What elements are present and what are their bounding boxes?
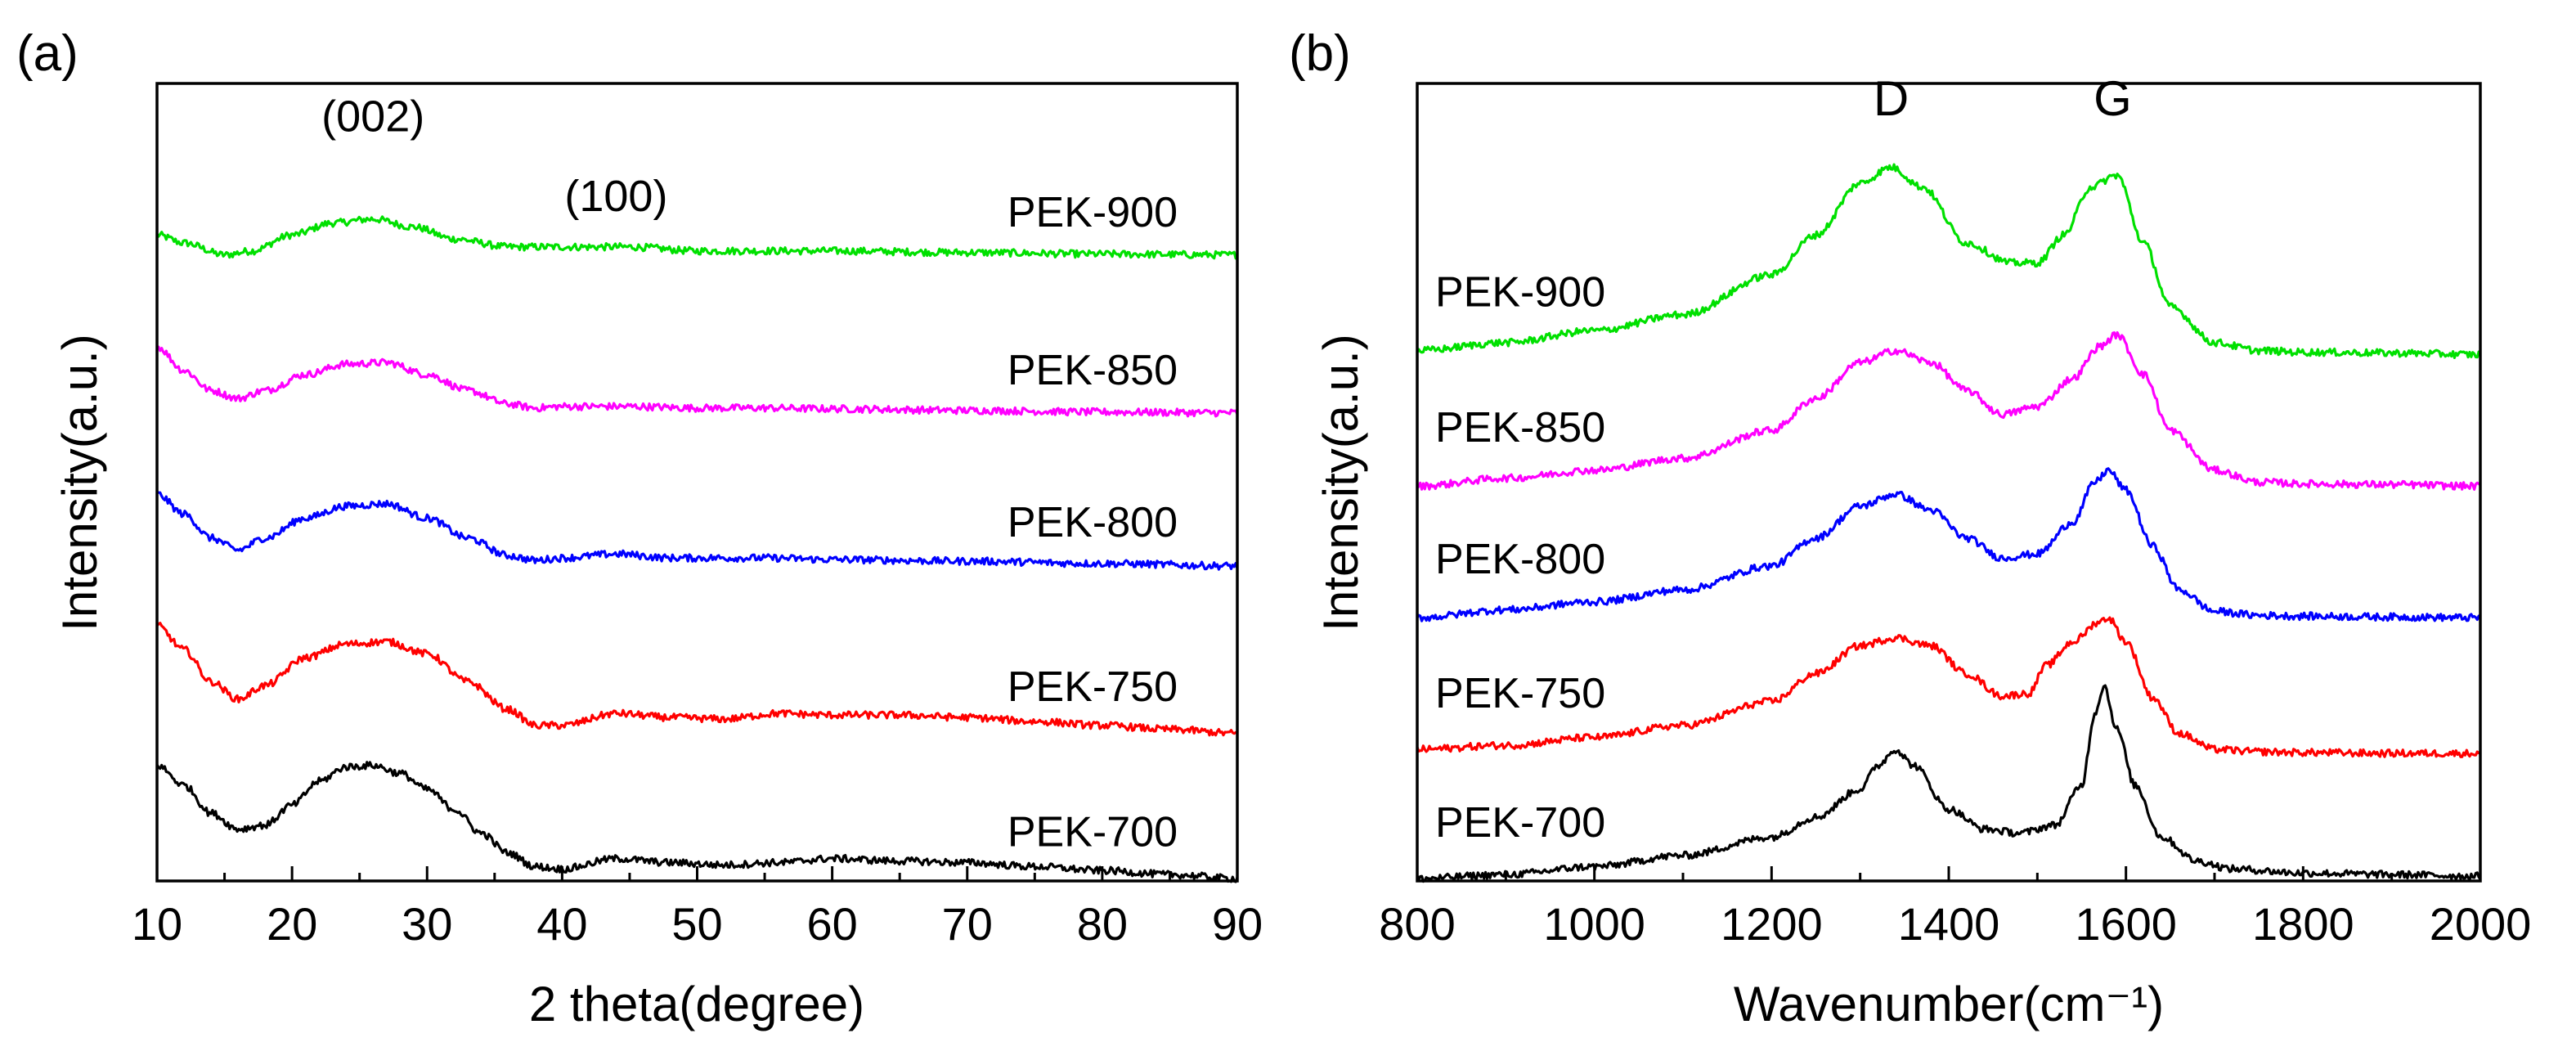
panel-b-annotation-1: G — [2094, 71, 2132, 126]
panel-a-series-labels: PEK-900 PEK-850 PEK-800 PEK-750 PEK-700 — [1008, 189, 1178, 856]
panel-a-x-ticks — [155, 866, 1239, 881]
panel-a-series-label-pek-700: PEK-700 — [1008, 808, 1178, 856]
panel-b-series-label-pek-900: PEK-900 — [1435, 268, 1605, 316]
panel-a-series-label-pek-750: PEK-750 — [1008, 663, 1178, 711]
panel-a-x-tick-label: 80 — [1077, 898, 1128, 950]
panel-a-x-tick-label: 20 — [267, 898, 317, 950]
panel-a-x-tick-label: 40 — [536, 898, 587, 950]
panel-a-series-label-pek-800: PEK-800 — [1008, 499, 1178, 546]
panel-a-x-tick-labels: 10 20 30 40 50 60 70 80 90 — [132, 898, 1263, 950]
panel-a-series-line-pek-700 — [155, 761, 1239, 883]
panel-b-x-tick-label: 1200 — [1721, 898, 1823, 950]
panel-b-x-tick-label: 1400 — [1898, 898, 2000, 950]
panel-b-raman: (b) PEK-900PEK-850PEK-800PEK-750PEK-700 … — [1289, 25, 2531, 1031]
panel-a-series-label-pek-900: PEK-900 — [1008, 189, 1178, 236]
panel-a-annotation-0: (002) — [321, 92, 424, 142]
panel-a-xrd: (a) PEK-900 PEK-850 PEK-800 PEK-750 PEK-700 … — [16, 25, 1263, 1031]
panel-b-x-tick-label: 2000 — [2430, 898, 2532, 950]
panel-b-series-labels: PEK-900 PEK-850 PEK-800 PEK-750 PEK-700 — [1435, 268, 1605, 847]
panel-b-annotation-0: D — [1874, 71, 1909, 126]
panel-a-series-line-pek-750 — [155, 622, 1238, 737]
panel-b-series-label-pek-750: PEK-750 — [1435, 670, 1605, 717]
panel-b-x-tick-labels: 800 1000 1200 1400 1600 1800 2000 — [1379, 898, 2531, 950]
panel-a-series-lines — [155, 215, 1239, 883]
panel-a-plot-area: PEK-900 PEK-850 PEK-800 PEK-750 PEK-700 (002… — [132, 82, 1263, 950]
panel-a-x-tick-label: 60 — [806, 898, 857, 950]
panel-b-x-tick-label: 1800 — [2252, 898, 2354, 950]
panel-a-x-tick-label: 90 — [1212, 898, 1263, 950]
panel-a-y-axis-label: Intensity(a.u.) — [52, 334, 107, 631]
panel-a-series-line-pek-800 — [156, 491, 1239, 571]
panel-b-x-tick-label: 800 — [1379, 898, 1455, 950]
panel-a-x-tick-label: 30 — [402, 898, 452, 950]
panel-b-series-line-pek-850 — [1416, 330, 2481, 491]
panel-a-x-tick-label: 10 — [132, 898, 182, 950]
panel-b-series-label-pek-700: PEK-700 — [1435, 799, 1605, 847]
panel-b-series-label-pek-850: PEK-850 — [1435, 404, 1605, 452]
panel-a-series-line-pek-900 — [155, 215, 1238, 260]
panel-a-series-line-pek-850 — [156, 345, 1239, 418]
panel-b-x-axis-label: Wavenumber(cm⁻¹) — [1734, 977, 2164, 1031]
panel-b-y-axis-label: Intensity(a.u.) — [1313, 334, 1368, 631]
panel-b-x-tick-label: 1000 — [1543, 898, 1645, 950]
panel-b-series-label-pek-800: PEK-800 — [1435, 536, 1605, 583]
panel-a-x-tick-label: 50 — [671, 898, 722, 950]
panel-a-x-axis-label: 2 theta(degree) — [529, 977, 864, 1031]
panel-b-x-ticks — [1416, 866, 2482, 881]
panel-b-x-tick-label: 1600 — [2075, 898, 2177, 950]
panel-a-annotations: (002) (100) — [321, 92, 667, 222]
panel-a-x-tick-label: 70 — [942, 898, 993, 950]
panel-a-annotation-1: (100) — [564, 172, 667, 221]
panel-b-series-line-pek-800 — [1416, 467, 2481, 622]
panel-b-series-line-pek-750 — [1416, 616, 2481, 758]
panel-a-label: (a) — [16, 25, 79, 82]
panel-b-series-line-pek-900 — [1416, 163, 2482, 359]
panel-b-label: (b) — [1289, 25, 1351, 82]
panel-a-series-label-pek-850: PEK-850 — [1008, 347, 1178, 394]
